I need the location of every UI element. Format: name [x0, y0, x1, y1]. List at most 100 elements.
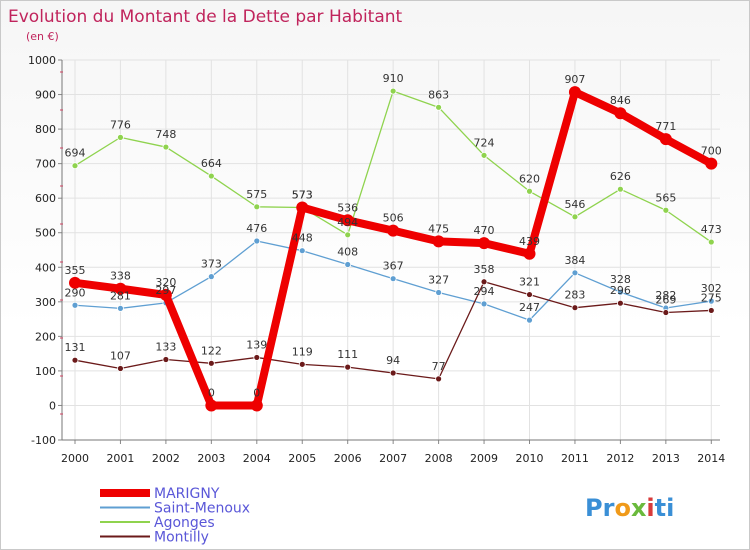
data-point — [389, 369, 397, 377]
y-tick-label: 400 — [35, 261, 56, 274]
data-label: 0 — [253, 386, 260, 399]
data-point — [707, 307, 715, 314]
x-axis-ticks: 2000 2001 2002 2003 2004 2005 2006 2007 2008 2009… — [61, 452, 725, 465]
data-label: 546 — [564, 198, 585, 211]
legend-label: Agonges — [154, 515, 215, 531]
data-point — [480, 300, 488, 308]
data-label: 321 — [519, 276, 540, 289]
data-label: 269 — [655, 294, 676, 307]
data-label: 573 — [292, 189, 313, 202]
data-point — [387, 224, 400, 237]
data-point — [162, 356, 170, 363]
legend-label: Saint-Menoux — [154, 501, 250, 517]
y-tick-label: 500 — [35, 227, 56, 240]
y-tick-label: 1000 — [28, 54, 56, 67]
data-point — [478, 237, 491, 250]
data-point — [435, 103, 443, 111]
y-tick-label: 0 — [49, 399, 56, 412]
data-point — [571, 213, 579, 221]
legend-label: MARIGNY — [154, 486, 220, 502]
data-point — [435, 375, 443, 383]
data-point — [568, 86, 581, 99]
data-point — [659, 133, 672, 146]
x-tick-label: 2005 — [288, 452, 316, 465]
data-label: 448 — [292, 232, 313, 245]
series-group — [69, 86, 718, 412]
data-point — [298, 360, 306, 368]
data-label: 294 — [474, 285, 495, 298]
data-label: 107 — [110, 349, 131, 362]
data-point — [117, 365, 124, 372]
data-label: 373 — [201, 258, 222, 271]
y-tick-label: 100 — [35, 365, 56, 378]
data-label: 565 — [655, 191, 676, 204]
data-point — [344, 363, 352, 371]
data-label: 283 — [564, 289, 585, 302]
data-label: 475 — [428, 222, 449, 235]
data-point — [389, 275, 397, 283]
data-label: 910 — [383, 72, 404, 85]
data-label: 0 — [208, 386, 215, 399]
data-label: 133 — [155, 341, 176, 354]
chart-title: Evolution du Montant de la Dette par Hab… — [8, 7, 403, 27]
data-point — [707, 238, 715, 246]
data-point — [617, 185, 624, 193]
data-label: 573 — [292, 189, 313, 202]
data-label: 131 — [65, 341, 86, 354]
y-tick-label: 800 — [35, 123, 56, 136]
y-axis-ticks: -100 0 100 200 300 400 500 600 700 800 900 1000 — [28, 54, 56, 447]
x-tick-label: 2004 — [243, 452, 271, 465]
data-point — [617, 288, 624, 296]
y-tick-label: 600 — [35, 192, 56, 205]
data-point — [71, 301, 79, 309]
legend-label: Montilly — [154, 530, 209, 546]
data-label: 358 — [474, 263, 495, 276]
data-label: 700 — [701, 145, 722, 158]
data-label: 139 — [246, 338, 267, 351]
data-label: 297 — [155, 284, 176, 297]
data-label: 846 — [610, 94, 631, 107]
data-label: 290 — [65, 286, 86, 299]
data-label: 536 — [337, 201, 358, 214]
data-label: 473 — [701, 223, 722, 236]
data-label: 408 — [337, 246, 358, 259]
data-point — [526, 291, 533, 298]
data-point — [571, 269, 579, 277]
y-tick-label: 700 — [35, 158, 56, 171]
data-labels: 290 281 2973734764484083673272942473843282… — [65, 72, 722, 399]
x-tick-label: 2011 — [561, 452, 589, 465]
x-tick-label: 2013 — [652, 452, 680, 465]
data-point — [707, 297, 715, 305]
data-point — [207, 273, 215, 281]
data-label: 626 — [610, 170, 631, 183]
data-label: 367 — [383, 260, 404, 273]
data-label: 94 — [386, 354, 400, 367]
data-point — [662, 309, 670, 316]
data-label: 320 — [155, 276, 176, 289]
data-point — [207, 359, 215, 367]
data-label: 776 — [110, 118, 131, 131]
data-point — [71, 162, 79, 170]
data-label: 748 — [155, 128, 176, 141]
data-point — [614, 107, 627, 120]
data-label: 122 — [201, 344, 222, 357]
axes — [58, 59, 720, 444]
x-tick-label: 2007 — [379, 452, 407, 465]
data-point — [207, 172, 215, 180]
data-label: 119 — [292, 345, 313, 358]
data-label: 384 — [564, 254, 585, 267]
data-point — [253, 354, 261, 361]
data-point — [253, 237, 261, 245]
data-label: 664 — [201, 157, 222, 170]
data-point — [480, 278, 488, 286]
data-point — [435, 289, 443, 296]
proxiti-logo: Proxiti — [585, 494, 674, 522]
data-label: 275 — [701, 291, 722, 304]
chart-subtitle: (en €) — [26, 30, 59, 43]
data-label: 282 — [655, 289, 676, 302]
data-point — [250, 399, 263, 412]
data-point — [253, 203, 261, 211]
